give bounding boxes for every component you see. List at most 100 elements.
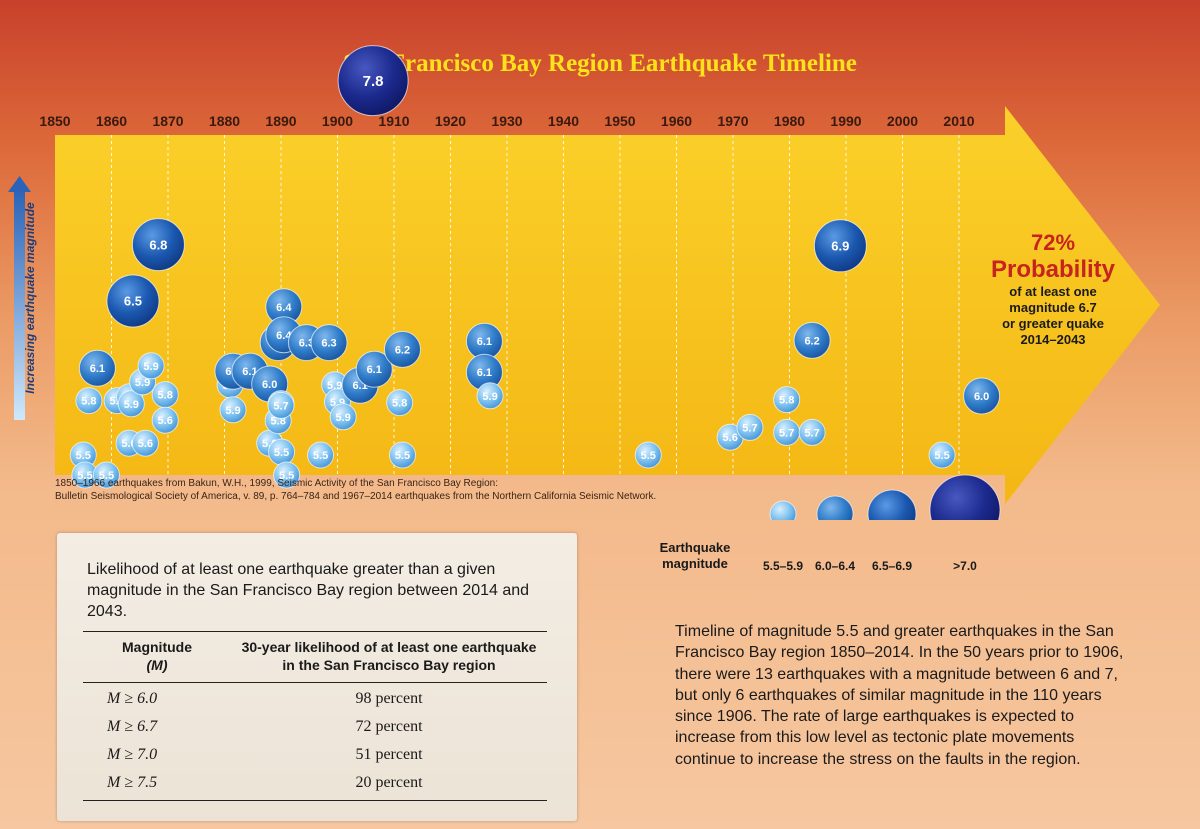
earthquake-label: 6.2 [804, 335, 819, 347]
earthquake-point [310, 324, 348, 362]
summary-text: Timeline of magnitude 5.5 and greater ea… [675, 623, 1124, 768]
legend-circle [816, 495, 854, 520]
earthquake-points: 5.5 5.5 5.5 5.8 5.8 6.1 5.6 5.6 5.9 5.9 5.9 5.9 6.5 6… [69, 45, 1001, 489]
earthquake-label: 5.5 [641, 450, 656, 462]
probability-line-2: magnitude 6.7 [1009, 300, 1097, 315]
earthquake-label: 5.9 [225, 405, 240, 417]
earthquake-label: 5.6 [138, 438, 153, 450]
earthquake-point [219, 396, 247, 424]
earthquake-point [476, 382, 504, 410]
x-tick-label: 1950 [604, 113, 635, 129]
table-row: M ≥ 7.5 20 percent [83, 769, 547, 801]
cell-likelihood: 72 percent [355, 718, 423, 735]
earthquake-point [131, 218, 185, 272]
earthquake-label: 5.7 [779, 427, 794, 439]
source-line-1: 1850–1966 earthquakes from Bakun, W.H., … [55, 478, 499, 489]
x-tick-label: 1930 [491, 113, 522, 129]
earthquake-point [386, 389, 414, 417]
source-note: 1850–1966 earthquakes from Bakun, W.H., … [55, 477, 675, 503]
earthquake-label: 5.5 [395, 450, 410, 462]
header-magnitude-line-2: (M) [146, 657, 168, 673]
x-tick-label: 2010 [943, 113, 974, 129]
legend-label-6-5: 6.5–6.9 [871, 559, 913, 573]
timeline-chart: 1850 1860 1870 1880 1890 1900 1910 1920 1930 1940… [8, 45, 1160, 520]
x-tick-label: 1860 [96, 113, 127, 129]
table-caption: Likelihood of at least one earthquake gr… [87, 561, 530, 620]
header-magnitude-line-1: Magnitude [122, 639, 192, 655]
earthquake-label: 5.5 [274, 447, 289, 459]
earthquake-label: 6.0 [262, 379, 277, 391]
y-axis-label: Increasing earthquake magnitude [23, 202, 37, 394]
earthquake-label: 5.9 [124, 399, 139, 411]
earthquake-point [928, 441, 956, 469]
earthquake-label: 6.3 [321, 338, 336, 350]
earthquake-label: 6.9 [831, 238, 849, 253]
earthquake-point [388, 441, 416, 469]
x-tick-label: 1850 [39, 113, 70, 129]
probability-line-1: of at least one [1009, 284, 1097, 299]
earthquake-point [151, 406, 179, 434]
earthquake-point [337, 45, 409, 117]
legend-label-6-0: 6.0–6.4 [814, 559, 856, 573]
x-tick-label: 1900 [322, 113, 353, 129]
probability-line-4: 2014–2043 [1020, 332, 1086, 347]
cell-magnitude: M ≥ 7.5 [83, 769, 231, 801]
earthquake-label: 6.1 [477, 336, 492, 348]
earthquake-point [117, 390, 145, 418]
earthquake-point [634, 441, 662, 469]
earthquake-point [813, 219, 867, 273]
x-tick-label: 1880 [209, 113, 240, 129]
earthquake-label: 5.9 [135, 377, 150, 389]
cell-magnitude: M ≥ 6.0 [107, 690, 158, 707]
earthquake-point [329, 403, 357, 431]
earthquake-point [383, 330, 421, 368]
probability-line-3: or greater quake [1002, 316, 1104, 331]
earthquake-point [273, 461, 301, 489]
earthquake-point [307, 441, 335, 469]
earthquake-point [267, 391, 295, 419]
earthquake-label: 5.5 [313, 450, 328, 462]
cell-magnitude: M ≥ 7.0 [107, 746, 158, 763]
earthquake-label: 5.9 [143, 361, 158, 373]
legend-circle [929, 474, 1001, 520]
header-likelihood-line-1: 30-year likelihood of at least one earth… [241, 639, 537, 655]
earthquake-point [773, 386, 801, 414]
earthquake-point [963, 377, 1001, 415]
earthquake-label: 5.8 [158, 390, 173, 402]
legend-title-line-2: magnitude [662, 556, 728, 571]
earthquake-label: 5.9 [482, 391, 497, 403]
x-tick-label: 1980 [774, 113, 805, 129]
earthquake-point [92, 461, 120, 489]
cell-likelihood: 51 percent [355, 746, 423, 763]
earthquake-label: 5.5 [99, 470, 114, 482]
legend-label-5-5: 5.5–5.9 [762, 559, 804, 573]
earthquake-point [736, 413, 764, 441]
earthquake-point [137, 352, 165, 380]
legend-title: Earthquake magnitude [640, 540, 750, 572]
earthquake-point [106, 274, 160, 328]
x-tick-label: 1990 [830, 113, 861, 129]
earthquake-label: 5.5 [279, 470, 294, 482]
header-likelihood-line-2: in the San Francisco Bay region [282, 657, 496, 673]
earthquake-label: 5.6 [158, 415, 173, 427]
y-axis: Increasing earthquake magnitude [8, 176, 37, 420]
x-tick-label: 2000 [887, 113, 918, 129]
earthquake-label: 5.8 [779, 395, 794, 407]
earthquake-label: 6.3 [299, 338, 314, 350]
earthquake-label: 6.0 [974, 391, 989, 403]
legend-circle [867, 489, 917, 520]
legend-circle [769, 500, 797, 520]
earthquake-label: 5.8 [392, 398, 407, 410]
earthquake-label: 7.8 [363, 73, 384, 90]
chart-title: San Francisco Bay Region Earthquake Time… [343, 50, 857, 77]
probability-word: Probability [990, 256, 1116, 283]
likelihood-panel: Likelihood of at least one earthquake gr… [57, 533, 577, 821]
x-tick-label: 1960 [661, 113, 692, 129]
earthquake-label: 5.9 [336, 412, 351, 424]
earthquake-label: 6.5 [124, 294, 142, 309]
cell-likelihood: 98 percent [355, 690, 423, 707]
earthquake-label: 6.1 [90, 363, 105, 375]
earthquake-label: 5.7 [742, 422, 757, 434]
table-row: M ≥ 6.7 72 percent [83, 713, 547, 741]
earthquake-label: 5.7 [804, 427, 819, 439]
